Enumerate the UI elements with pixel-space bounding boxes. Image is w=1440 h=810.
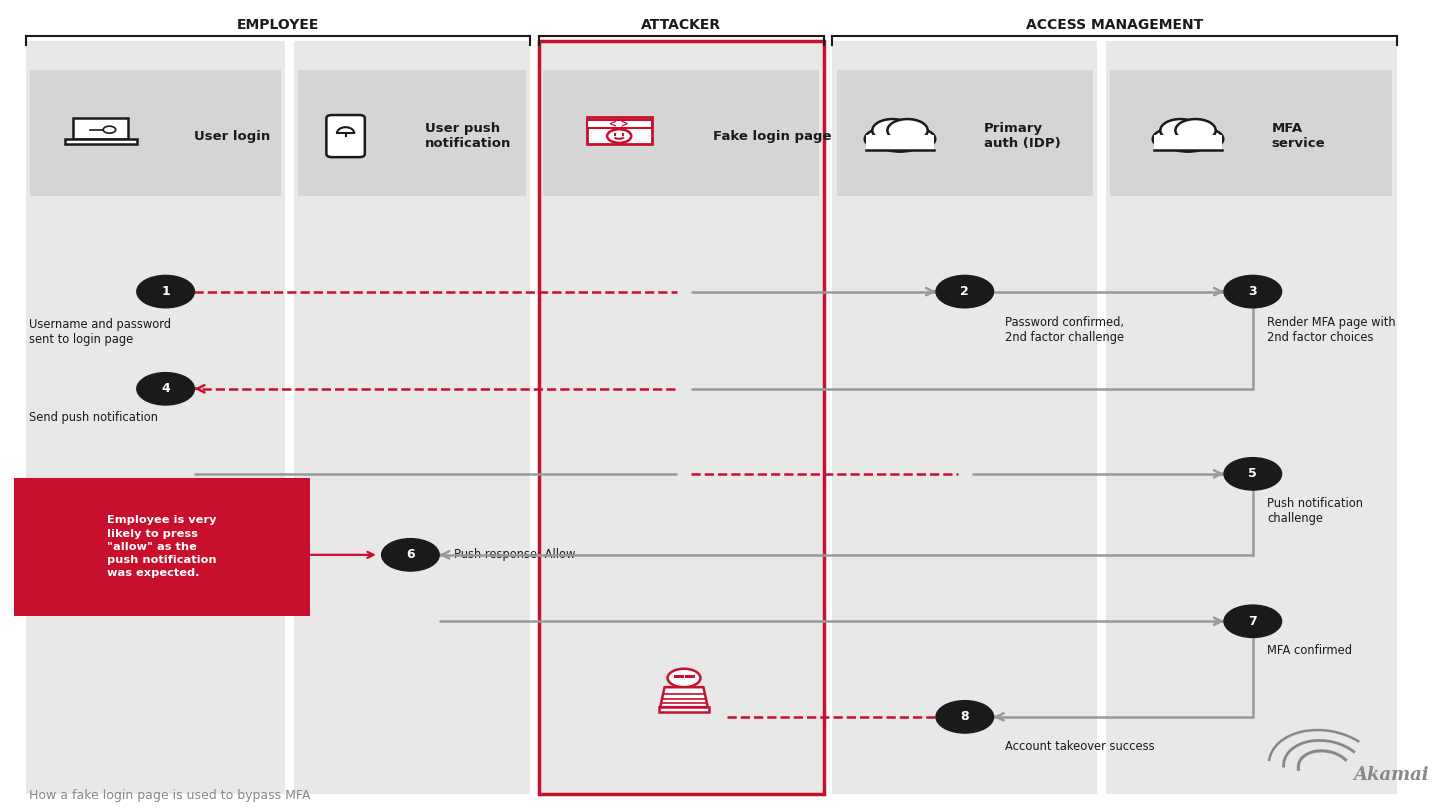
Text: Account takeover success: Account takeover success bbox=[1005, 740, 1155, 752]
FancyBboxPatch shape bbox=[1153, 134, 1223, 151]
FancyBboxPatch shape bbox=[539, 40, 824, 794]
Text: 5: 5 bbox=[1248, 467, 1257, 480]
Text: Push response: Allow: Push response: Allow bbox=[454, 548, 575, 561]
FancyBboxPatch shape bbox=[294, 40, 530, 794]
Text: User login: User login bbox=[194, 130, 271, 143]
FancyBboxPatch shape bbox=[298, 70, 526, 196]
Text: 1: 1 bbox=[161, 285, 170, 298]
FancyBboxPatch shape bbox=[14, 478, 310, 616]
Text: 2: 2 bbox=[960, 285, 969, 298]
Circle shape bbox=[873, 121, 927, 151]
Circle shape bbox=[1161, 121, 1215, 151]
Text: 8: 8 bbox=[960, 710, 969, 723]
Circle shape bbox=[1188, 129, 1224, 149]
Circle shape bbox=[873, 119, 913, 142]
Text: MFA
service: MFA service bbox=[1272, 122, 1325, 150]
FancyBboxPatch shape bbox=[327, 115, 364, 157]
Circle shape bbox=[137, 275, 194, 308]
FancyBboxPatch shape bbox=[865, 134, 935, 151]
Text: Password confirmed,
2nd factor challenge: Password confirmed, 2nd factor challenge bbox=[1005, 316, 1125, 344]
Text: ACCESS MANAGEMENT: ACCESS MANAGEMENT bbox=[1025, 18, 1204, 32]
Text: ATTACKER: ATTACKER bbox=[641, 18, 721, 32]
FancyBboxPatch shape bbox=[65, 139, 137, 144]
Circle shape bbox=[1152, 129, 1188, 149]
FancyBboxPatch shape bbox=[832, 40, 1097, 794]
Text: MFA confirmed: MFA confirmed bbox=[1267, 644, 1352, 657]
Circle shape bbox=[1224, 458, 1282, 490]
Text: 6: 6 bbox=[406, 548, 415, 561]
Circle shape bbox=[382, 539, 439, 571]
Text: Push notification
challenge: Push notification challenge bbox=[1267, 497, 1364, 525]
Text: Akamai: Akamai bbox=[1354, 766, 1430, 784]
Circle shape bbox=[608, 130, 631, 143]
FancyBboxPatch shape bbox=[539, 40, 824, 794]
Circle shape bbox=[887, 119, 927, 142]
FancyBboxPatch shape bbox=[588, 117, 651, 144]
Circle shape bbox=[1175, 119, 1215, 142]
Text: 3: 3 bbox=[1248, 285, 1257, 298]
FancyBboxPatch shape bbox=[588, 120, 651, 127]
Text: EMPLOYEE: EMPLOYEE bbox=[236, 18, 320, 32]
Circle shape bbox=[104, 126, 115, 133]
Text: Primary
auth (IDP): Primary auth (IDP) bbox=[984, 122, 1060, 150]
Circle shape bbox=[1161, 119, 1201, 142]
Polygon shape bbox=[660, 687, 708, 707]
Circle shape bbox=[1224, 605, 1282, 637]
Text: < >: < > bbox=[609, 119, 629, 129]
Circle shape bbox=[900, 129, 936, 149]
Text: User push
notification: User push notification bbox=[425, 122, 511, 150]
FancyBboxPatch shape bbox=[1110, 70, 1392, 196]
FancyBboxPatch shape bbox=[26, 40, 285, 794]
FancyBboxPatch shape bbox=[30, 70, 281, 196]
FancyBboxPatch shape bbox=[73, 118, 128, 139]
Text: Username and password
sent to login page: Username and password sent to login page bbox=[29, 318, 171, 346]
Text: How a fake login page is used to bypass MFA: How a fake login page is used to bypass … bbox=[29, 789, 310, 802]
Text: 7: 7 bbox=[1248, 615, 1257, 628]
Circle shape bbox=[1224, 275, 1282, 308]
FancyBboxPatch shape bbox=[1106, 40, 1397, 794]
Circle shape bbox=[668, 669, 700, 687]
FancyBboxPatch shape bbox=[660, 706, 708, 711]
Circle shape bbox=[137, 373, 194, 405]
Circle shape bbox=[936, 275, 994, 308]
Text: Fake login page: Fake login page bbox=[713, 130, 831, 143]
Circle shape bbox=[864, 129, 900, 149]
Circle shape bbox=[936, 701, 994, 733]
Text: Employee is very
likely to press
"allow" as the
push notification
was expected.: Employee is very likely to press "allow"… bbox=[107, 515, 217, 578]
Text: 4: 4 bbox=[161, 382, 170, 395]
Text: Render MFA page with
2nd factor choices: Render MFA page with 2nd factor choices bbox=[1267, 316, 1395, 344]
FancyBboxPatch shape bbox=[543, 70, 819, 196]
Text: Send push notification: Send push notification bbox=[29, 411, 158, 424]
FancyBboxPatch shape bbox=[837, 70, 1093, 196]
